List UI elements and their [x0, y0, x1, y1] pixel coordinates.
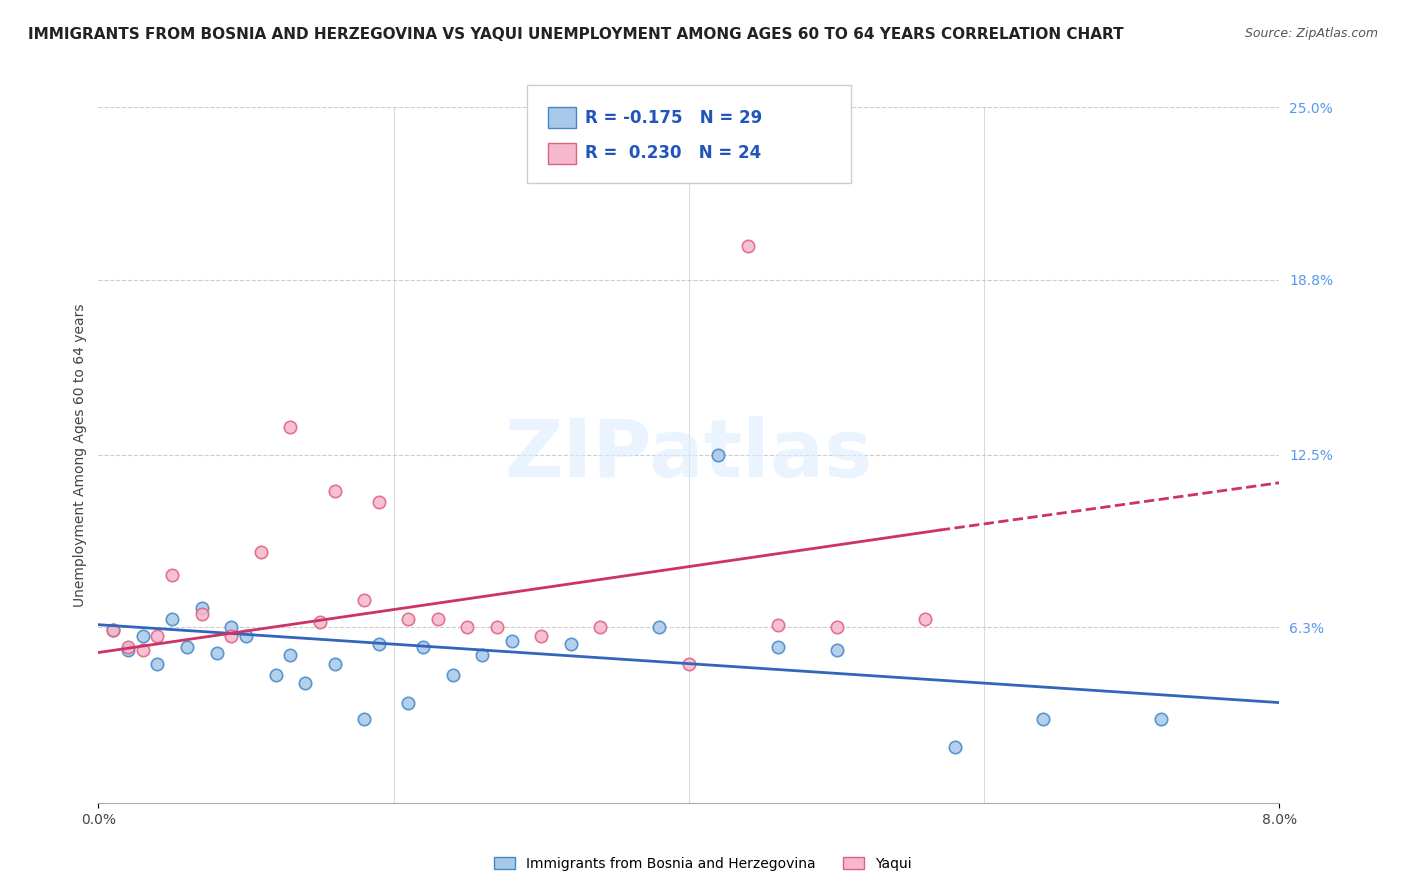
Point	[280, 420, 302, 434]
Point	[412, 640, 434, 654]
Point	[943, 740, 966, 755]
Point	[221, 629, 243, 643]
Point	[441, 667, 464, 681]
Point	[221, 620, 243, 634]
Point	[501, 634, 523, 648]
Point	[205, 646, 228, 660]
Text: R =  0.230   N = 24: R = 0.230 N = 24	[585, 145, 761, 162]
Point	[707, 448, 730, 462]
Point	[368, 637, 391, 651]
Point	[914, 612, 936, 626]
Point	[146, 657, 169, 671]
Legend: Immigrants from Bosnia and Herzegovina, Yaqui: Immigrants from Bosnia and Herzegovina, …	[488, 851, 918, 876]
Text: R = -0.175   N = 29: R = -0.175 N = 29	[585, 109, 762, 127]
Point	[191, 601, 214, 615]
Point	[825, 620, 848, 634]
Point	[560, 637, 582, 651]
Point	[457, 620, 479, 634]
Point	[162, 612, 183, 626]
Point	[589, 620, 612, 634]
Point	[427, 612, 450, 626]
Point	[530, 629, 553, 643]
Point	[132, 629, 155, 643]
Point	[323, 484, 346, 499]
Point	[235, 629, 257, 643]
Point	[353, 712, 375, 726]
Point	[1150, 712, 1173, 726]
Point	[280, 648, 302, 663]
Point	[250, 545, 273, 559]
Text: ZIPatlas: ZIPatlas	[505, 416, 873, 494]
Point	[766, 617, 789, 632]
Point	[678, 657, 700, 671]
Point	[117, 642, 139, 657]
Point	[264, 667, 287, 681]
Point	[368, 495, 391, 509]
Point	[103, 624, 125, 638]
Point	[766, 640, 789, 654]
Point	[648, 620, 671, 634]
Point	[825, 642, 848, 657]
Point	[294, 676, 316, 690]
Text: IMMIGRANTS FROM BOSNIA AND HERZEGOVINA VS YAQUI UNEMPLOYMENT AMONG AGES 60 TO 64: IMMIGRANTS FROM BOSNIA AND HERZEGOVINA V…	[28, 27, 1123, 42]
Point	[103, 624, 125, 638]
Point	[323, 657, 346, 671]
Point	[191, 607, 214, 621]
Point	[117, 640, 139, 654]
Point	[146, 629, 169, 643]
Point	[132, 642, 155, 657]
Point	[737, 239, 759, 253]
Point	[176, 640, 198, 654]
Text: Source: ZipAtlas.com: Source: ZipAtlas.com	[1244, 27, 1378, 40]
Point	[398, 696, 420, 710]
Point	[486, 620, 509, 634]
Point	[1032, 712, 1054, 726]
Point	[353, 592, 375, 607]
Point	[471, 648, 494, 663]
Point	[162, 567, 183, 582]
Point	[309, 615, 332, 629]
Point	[398, 612, 420, 626]
Y-axis label: Unemployment Among Ages 60 to 64 years: Unemployment Among Ages 60 to 64 years	[73, 303, 87, 607]
